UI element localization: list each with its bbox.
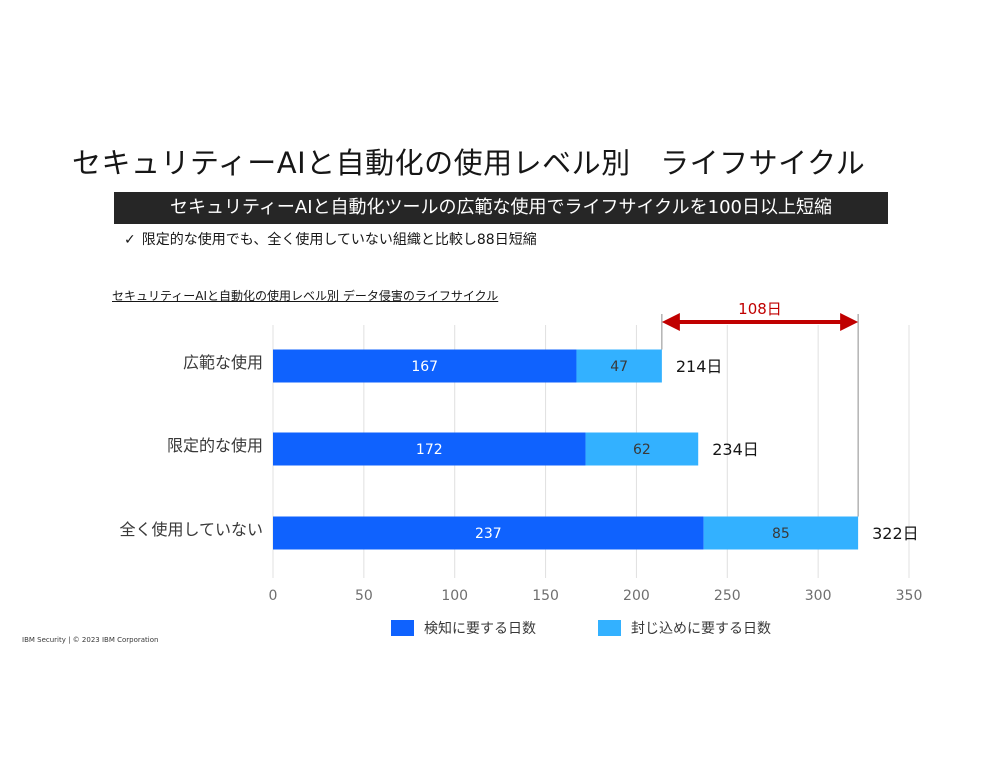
difference-label: 108日	[738, 300, 782, 318]
bar-segment-detect-1	[273, 432, 586, 466]
slide-title: セキュリティーAIと自動化の使用レベル別 ライフサイクル	[72, 146, 866, 180]
chart-title: セキュリティーAIと自動化の使用レベル別 データ侵害のライフサイクル	[112, 289, 499, 303]
x-tick-label-350: 350	[896, 588, 923, 604]
bar-value-label-contain-0: 47	[610, 359, 628, 375]
category-label-0: 広範な使用	[183, 353, 263, 372]
key-point-text: 限定的な使用でも、全く使用していない組織と比較し88日短縮	[141, 232, 537, 248]
key-point: ✓ 限定的な使用でも、全く使用していない組織と比較し88日短縮	[124, 229, 537, 249]
bar-value-label-contain-2: 85	[772, 526, 790, 542]
total-label-2: 322日	[872, 524, 919, 543]
x-tick-label-150: 150	[532, 588, 559, 604]
x-tick-label-200: 200	[623, 588, 650, 604]
legend-item-detect: 検知に要する日数	[391, 618, 536, 638]
bar-value-label-contain-1: 62	[633, 442, 651, 458]
bar-segment-detect-2	[273, 516, 704, 550]
x-tick-label-0: 0	[269, 588, 278, 604]
legend-label-detect: 検知に要する日数	[424, 621, 536, 637]
legend-label-contain: 封じ込めに要する日数	[631, 621, 771, 637]
bar-segment-detect-0	[273, 349, 577, 383]
bar-segment-contain-0	[576, 349, 662, 383]
legend-swatch-detect	[391, 620, 414, 636]
x-tick-label-100: 100	[441, 588, 468, 604]
x-tick-label-250: 250	[714, 588, 741, 604]
legend-swatch-contain	[598, 620, 621, 636]
x-tick-label-50: 50	[355, 588, 373, 604]
category-label-1: 限定的な使用	[167, 436, 263, 455]
difference-arrow-left-head	[661, 313, 680, 331]
bar-segment-contain-1	[585, 432, 699, 466]
footer-copyright: IBM Security | © 2023 IBM Corporation	[22, 636, 159, 644]
category-label-2: 全く使用していない	[119, 520, 263, 539]
legend-item-contain: 封じ込めに要する日数	[598, 618, 771, 638]
bar-value-label-detect-2: 237	[475, 526, 502, 542]
total-label-1: 234日	[712, 440, 759, 459]
check-icon: ✓	[124, 232, 136, 248]
x-tick-label-300: 300	[805, 588, 832, 604]
total-label-0: 214日	[676, 357, 723, 376]
headline-banner: セキュリティーAIと自動化ツールの広範な使用でライフサイクルを100日以上短縮	[114, 192, 888, 224]
difference-arrow-right-head	[840, 313, 859, 331]
bar-value-label-detect-1: 172	[416, 442, 443, 458]
bar-segment-contain-2	[703, 516, 859, 550]
bar-value-label-detect-0: 167	[411, 359, 438, 375]
